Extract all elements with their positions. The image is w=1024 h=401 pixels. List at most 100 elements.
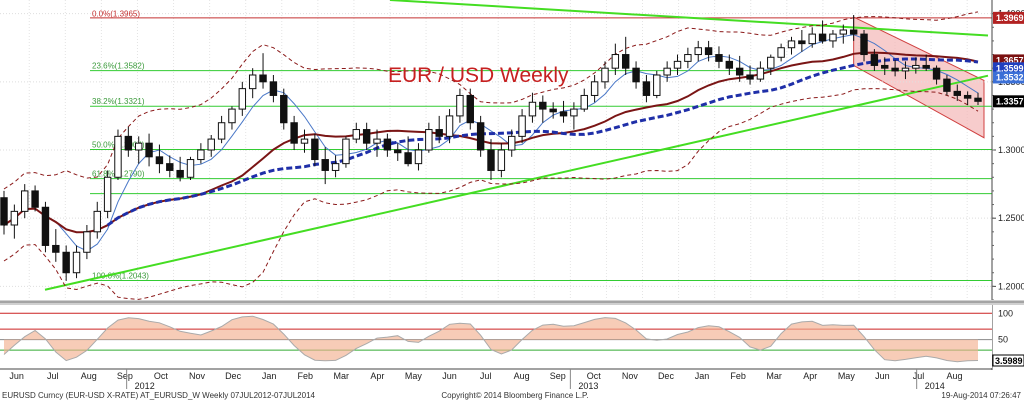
trendlines — [44, 0, 989, 291]
candle-body — [93, 210, 101, 233]
candle-body — [870, 54, 879, 66]
oscillator-panel: 100 50 3.5989 — [0, 305, 1024, 368]
oscillator-tick-label: 100 — [998, 308, 1013, 318]
candle-body — [715, 54, 723, 62]
month-label: Jun — [442, 371, 457, 381]
candle-body — [549, 108, 557, 113]
footer-left: EURUSD Curncy (EUR-USD X-RATE) AT_EURUSD… — [2, 391, 316, 400]
year-label: 2013 — [578, 381, 598, 391]
candle-body — [31, 190, 39, 208]
price-tick-label: 1.2000 — [998, 281, 1024, 291]
oscillator-tick-label: 50 — [998, 335, 1008, 345]
candle-body — [269, 81, 278, 96]
candle-body — [673, 60, 682, 69]
candle-body — [881, 64, 889, 69]
candle-body — [342, 138, 350, 165]
month-label: Feb — [297, 371, 313, 381]
candle-body — [912, 64, 920, 69]
price-label: 1.3357 — [996, 96, 1024, 106]
candle-body — [539, 101, 547, 110]
candle-body — [487, 149, 495, 171]
month-label: Sep — [117, 371, 133, 381]
year-label: 2012 — [135, 381, 155, 391]
candle-body — [559, 111, 568, 117]
candle-body — [632, 67, 640, 83]
candle-body — [352, 129, 361, 140]
candle-body — [621, 54, 630, 69]
price-label-bg — [993, 95, 1024, 108]
month-label: Nov — [622, 371, 639, 381]
footer: EURUSD Curncy (EUR-USD X-RATE) AT_EURUSD… — [2, 391, 1022, 400]
candle-body — [166, 163, 174, 171]
candle-body — [953, 90, 961, 96]
candle-body — [601, 67, 609, 83]
price-tick-label: 1.3000 — [998, 145, 1024, 155]
candle-body — [10, 210, 19, 226]
oscillator-value-label: 3.5989 — [992, 354, 1024, 367]
candle-body — [300, 138, 309, 144]
month-label: Oct — [154, 371, 169, 381]
price-label-bg — [993, 11, 1024, 24]
price-label: 1.3969 — [996, 13, 1024, 23]
candle-body — [570, 108, 578, 117]
candle-body — [798, 40, 806, 45]
candle-body — [248, 74, 257, 90]
month-label: Mar — [334, 371, 350, 381]
candle-body — [746, 74, 754, 80]
footer-center: Copyright© 2014 Bloomberg Finance L.P. — [441, 391, 588, 400]
month-label: Dec — [658, 371, 675, 381]
candle-body — [684, 54, 692, 62]
candle-body — [259, 74, 267, 83]
candle-body — [849, 29, 858, 35]
month-label: May — [405, 371, 423, 381]
candle-body — [41, 206, 50, 246]
candle-body — [466, 94, 474, 124]
bollinger-upper — [3, 11, 979, 190]
candle-body — [756, 67, 765, 80]
month-label: Dec — [225, 371, 242, 381]
month-label: Jan — [695, 371, 710, 381]
ma-long — [106, 57, 979, 227]
candle-body — [373, 138, 381, 144]
candle-body — [217, 122, 226, 140]
candle-body — [839, 29, 848, 35]
candle-body — [197, 149, 205, 161]
month-label: Apr — [803, 371, 817, 381]
candle-body — [21, 190, 29, 212]
candle-body — [238, 88, 247, 110]
candle-body — [653, 74, 661, 96]
price-label: 1.3532 — [996, 72, 1024, 82]
price-label-bg — [993, 71, 1024, 84]
candle-body — [114, 135, 122, 178]
month-label: Aug — [947, 371, 963, 381]
candle-body — [590, 81, 599, 96]
panel-separator — [0, 300, 1024, 305]
candle-body — [435, 129, 443, 137]
price-label-bg — [993, 54, 1024, 67]
falling-trendline — [389, 0, 989, 37]
month-label: Apr — [370, 371, 384, 381]
price-label: 1.3599 — [996, 63, 1024, 73]
month-label: Aug — [514, 371, 530, 381]
price-label: 1.3657 — [996, 55, 1024, 65]
candle-body — [445, 115, 454, 137]
chart-title: EUR / USD Weekly — [388, 64, 569, 87]
month-label: Jun — [9, 371, 24, 381]
candle-body — [528, 101, 537, 117]
month-label: Aug — [81, 371, 97, 381]
candle-body — [52, 244, 60, 253]
candle-body — [518, 115, 526, 137]
candle-body — [642, 81, 651, 96]
month-label: Feb — [730, 371, 746, 381]
candle-body — [611, 54, 620, 69]
candle-body — [134, 142, 143, 151]
candle-body — [818, 33, 827, 42]
candle-body — [725, 60, 734, 69]
candle-body — [580, 94, 588, 110]
candle-body — [72, 251, 81, 274]
oscillator-ticks: 100 50 — [998, 308, 1013, 344]
candle-body — [425, 129, 433, 151]
candle-body — [974, 97, 982, 102]
candle-body — [62, 251, 70, 274]
